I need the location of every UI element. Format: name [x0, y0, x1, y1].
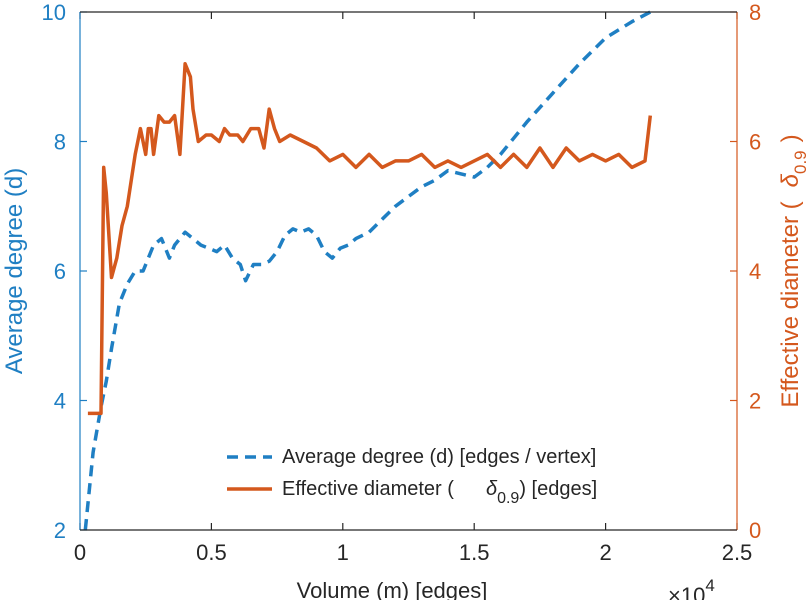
plot-area: [80, 12, 737, 530]
right-tick-label: 6: [749, 130, 761, 155]
left-tick-label: 10: [42, 0, 66, 25]
left-axis-ticks: 2 4 6 8 10: [42, 0, 87, 543]
right-axis-ticks: 0 2 4 6 8: [730, 0, 761, 543]
right-axis-label-sub: 0.9: [791, 150, 810, 174]
right-tick-label: 4: [749, 259, 761, 284]
x-multiplier-exponent: 4: [705, 576, 714, 595]
legend-label-effective-sub: 0.9: [497, 490, 519, 507]
right-tick-label: 0: [749, 518, 761, 543]
left-tick-label: 4: [54, 389, 66, 414]
series-line-average-degree: [83, 10, 652, 531]
x-tick-label: 1: [337, 540, 349, 565]
x-axis-multiplier: ×104: [668, 576, 715, 600]
x-tick-label: 2.5: [722, 540, 753, 565]
legend-label-effective-main: Effective diameter (: [282, 478, 454, 500]
left-tick-label: 2: [54, 518, 66, 543]
right-axis-label: Effective diameter ( δ0.9): [777, 134, 810, 407]
right-axis-label-main: Effective diameter (: [777, 201, 804, 407]
series-layer: [83, 10, 653, 531]
x-tick-label: 1.5: [459, 540, 490, 565]
legend-label-effective-symbol: δ: [486, 478, 498, 500]
x-tick-label: 0.5: [196, 540, 227, 565]
left-tick-label: 6: [54, 259, 66, 284]
legend-label-effective-diameter: Effective diameter ( δ0.9) [edges]: [282, 478, 597, 507]
right-axis-label-symbol: δ: [777, 173, 804, 187]
legend: Average degree (d) [edges / vertex] Effe…: [227, 446, 597, 507]
x-tick-label: 2: [599, 540, 611, 565]
right-tick-label: 2: [749, 389, 761, 414]
left-tick-label: 8: [54, 130, 66, 155]
x-tick-label: 0: [74, 540, 86, 565]
legend-label-effective-close: ) [edges]: [519, 478, 597, 500]
x-axis-ticks: 0 0.5 1 1.5 2 2.5: [74, 12, 752, 565]
x-multiplier-base: ×10: [668, 583, 705, 600]
right-tick-label: 8: [749, 0, 761, 25]
legend-label-average-degree: Average degree (d) [edges / vertex]: [282, 446, 596, 468]
x-axis-label: Volume (m) [edges]: [297, 578, 488, 600]
right-axis-label-close: ): [777, 134, 804, 142]
series-line-effective-diameter: [87, 62, 653, 416]
left-axis-label: Average degree (d): [1, 168, 28, 374]
